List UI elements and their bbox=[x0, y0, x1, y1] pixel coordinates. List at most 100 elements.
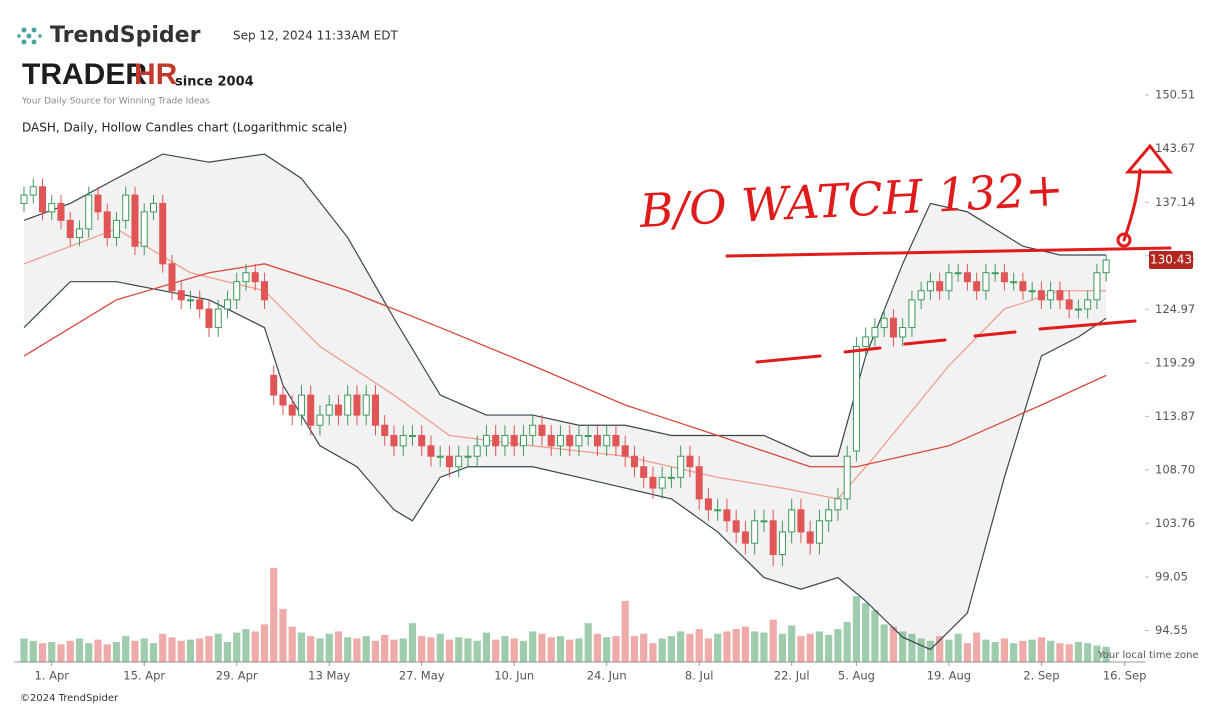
volume-bar bbox=[667, 636, 676, 662]
candle-body bbox=[288, 404, 296, 416]
overlay-line bbox=[23, 281, 1107, 651]
volume-bar bbox=[1010, 643, 1018, 662]
volume-bar bbox=[991, 642, 999, 662]
candle-body bbox=[455, 455, 463, 468]
candle-body bbox=[695, 466, 703, 500]
volume-bar bbox=[621, 600, 629, 662]
candle-body bbox=[307, 394, 315, 426]
candle-body bbox=[917, 290, 925, 301]
candle-body bbox=[556, 434, 564, 447]
candle-body bbox=[584, 434, 592, 437]
candle-body bbox=[242, 272, 250, 283]
volume-bar bbox=[492, 639, 500, 662]
y-tick-label: 119.29 bbox=[1155, 355, 1195, 369]
volume-bar bbox=[1056, 643, 1064, 662]
candle-body bbox=[1037, 290, 1045, 301]
candle-body bbox=[852, 345, 860, 452]
volume-bar bbox=[1074, 642, 1083, 662]
y-tick-label: 143.67 bbox=[1155, 141, 1195, 155]
volume-bar bbox=[769, 619, 777, 662]
volume-bar bbox=[714, 633, 722, 662]
candle-body bbox=[704, 498, 712, 511]
candle-body bbox=[640, 466, 648, 478]
volume-bar bbox=[640, 633, 648, 662]
volume-bar bbox=[48, 642, 56, 662]
candle-body bbox=[334, 404, 342, 416]
candle-body bbox=[566, 434, 574, 447]
volume-bar bbox=[233, 632, 241, 662]
candle-body bbox=[714, 509, 722, 512]
volume-bar bbox=[519, 640, 528, 662]
candle-body bbox=[159, 202, 167, 265]
volume-bar bbox=[1037, 637, 1046, 662]
candle-body bbox=[1074, 308, 1082, 311]
candle-body bbox=[279, 394, 287, 406]
candle-body bbox=[103, 211, 111, 239]
candle-body bbox=[741, 531, 749, 544]
volume-bar bbox=[29, 640, 37, 662]
volume-bar bbox=[501, 636, 509, 662]
logo-accent: HR bbox=[134, 58, 178, 91]
chart-title: DASH, Daily, Hollow Candles chart (Logar… bbox=[22, 121, 347, 135]
candle-body bbox=[686, 455, 694, 468]
volume-bar bbox=[871, 610, 879, 662]
candle-body bbox=[482, 434, 490, 447]
volume-bar bbox=[612, 636, 620, 662]
candle-body bbox=[982, 272, 990, 292]
volume-bar bbox=[751, 631, 759, 662]
candle-body bbox=[149, 202, 157, 213]
candle-body bbox=[1065, 299, 1073, 310]
y-tick-label: 113.87 bbox=[1155, 409, 1195, 423]
candle-body bbox=[926, 281, 934, 292]
volume-bar bbox=[732, 629, 740, 662]
volume-bar bbox=[279, 609, 287, 662]
candle-body bbox=[177, 290, 185, 301]
candle-body bbox=[1028, 290, 1036, 293]
candle-body bbox=[658, 476, 666, 489]
volume-bar bbox=[936, 636, 944, 662]
volume-bar bbox=[917, 638, 925, 662]
candle-body bbox=[501, 434, 509, 447]
volume-bar bbox=[260, 624, 269, 662]
candle-body bbox=[778, 531, 786, 556]
volume-bar bbox=[778, 633, 787, 662]
volume-bar bbox=[131, 640, 139, 662]
volume-bar bbox=[455, 637, 463, 662]
candle-body bbox=[510, 434, 518, 447]
candle-body bbox=[834, 498, 842, 511]
band-fill bbox=[23, 154, 1107, 650]
logo-since: since 2004 bbox=[175, 75, 254, 90]
candle-body bbox=[529, 424, 537, 436]
candle-body bbox=[66, 219, 74, 239]
x-tick-label: 22. Jul bbox=[774, 669, 810, 683]
volume-bar bbox=[1000, 638, 1009, 662]
candle-body bbox=[1010, 281, 1018, 284]
candle-body bbox=[963, 272, 971, 283]
candle-body bbox=[473, 445, 481, 457]
x-tick-label: 16. Sep bbox=[1103, 669, 1147, 683]
candle-body bbox=[371, 394, 379, 426]
volume-bar bbox=[834, 629, 842, 662]
volume-bar bbox=[538, 633, 546, 662]
volume-bar bbox=[418, 636, 426, 662]
hand-annotation bbox=[725, 143, 1174, 364]
candle-body bbox=[325, 404, 333, 416]
volume-bar bbox=[288, 626, 296, 662]
candle-body bbox=[871, 327, 879, 338]
overlay-line bbox=[23, 153, 1107, 457]
volume-bar bbox=[1102, 646, 1110, 662]
volume-bar bbox=[556, 636, 565, 662]
volume-bar bbox=[205, 636, 213, 662]
candle-body bbox=[445, 455, 453, 468]
candle-body bbox=[48, 202, 56, 213]
volume-bar bbox=[547, 637, 555, 662]
y-tick-label: 124.97 bbox=[1155, 302, 1195, 316]
y-tick-label: 94.55 bbox=[1155, 623, 1188, 637]
footer: ©2024 TrendSpider bbox=[20, 693, 119, 704]
volume-bar bbox=[57, 644, 65, 662]
volume-bar bbox=[899, 631, 907, 662]
y-tick-label: 103.76 bbox=[1155, 516, 1195, 530]
volume-bar bbox=[510, 638, 518, 662]
candle-body bbox=[251, 272, 259, 283]
